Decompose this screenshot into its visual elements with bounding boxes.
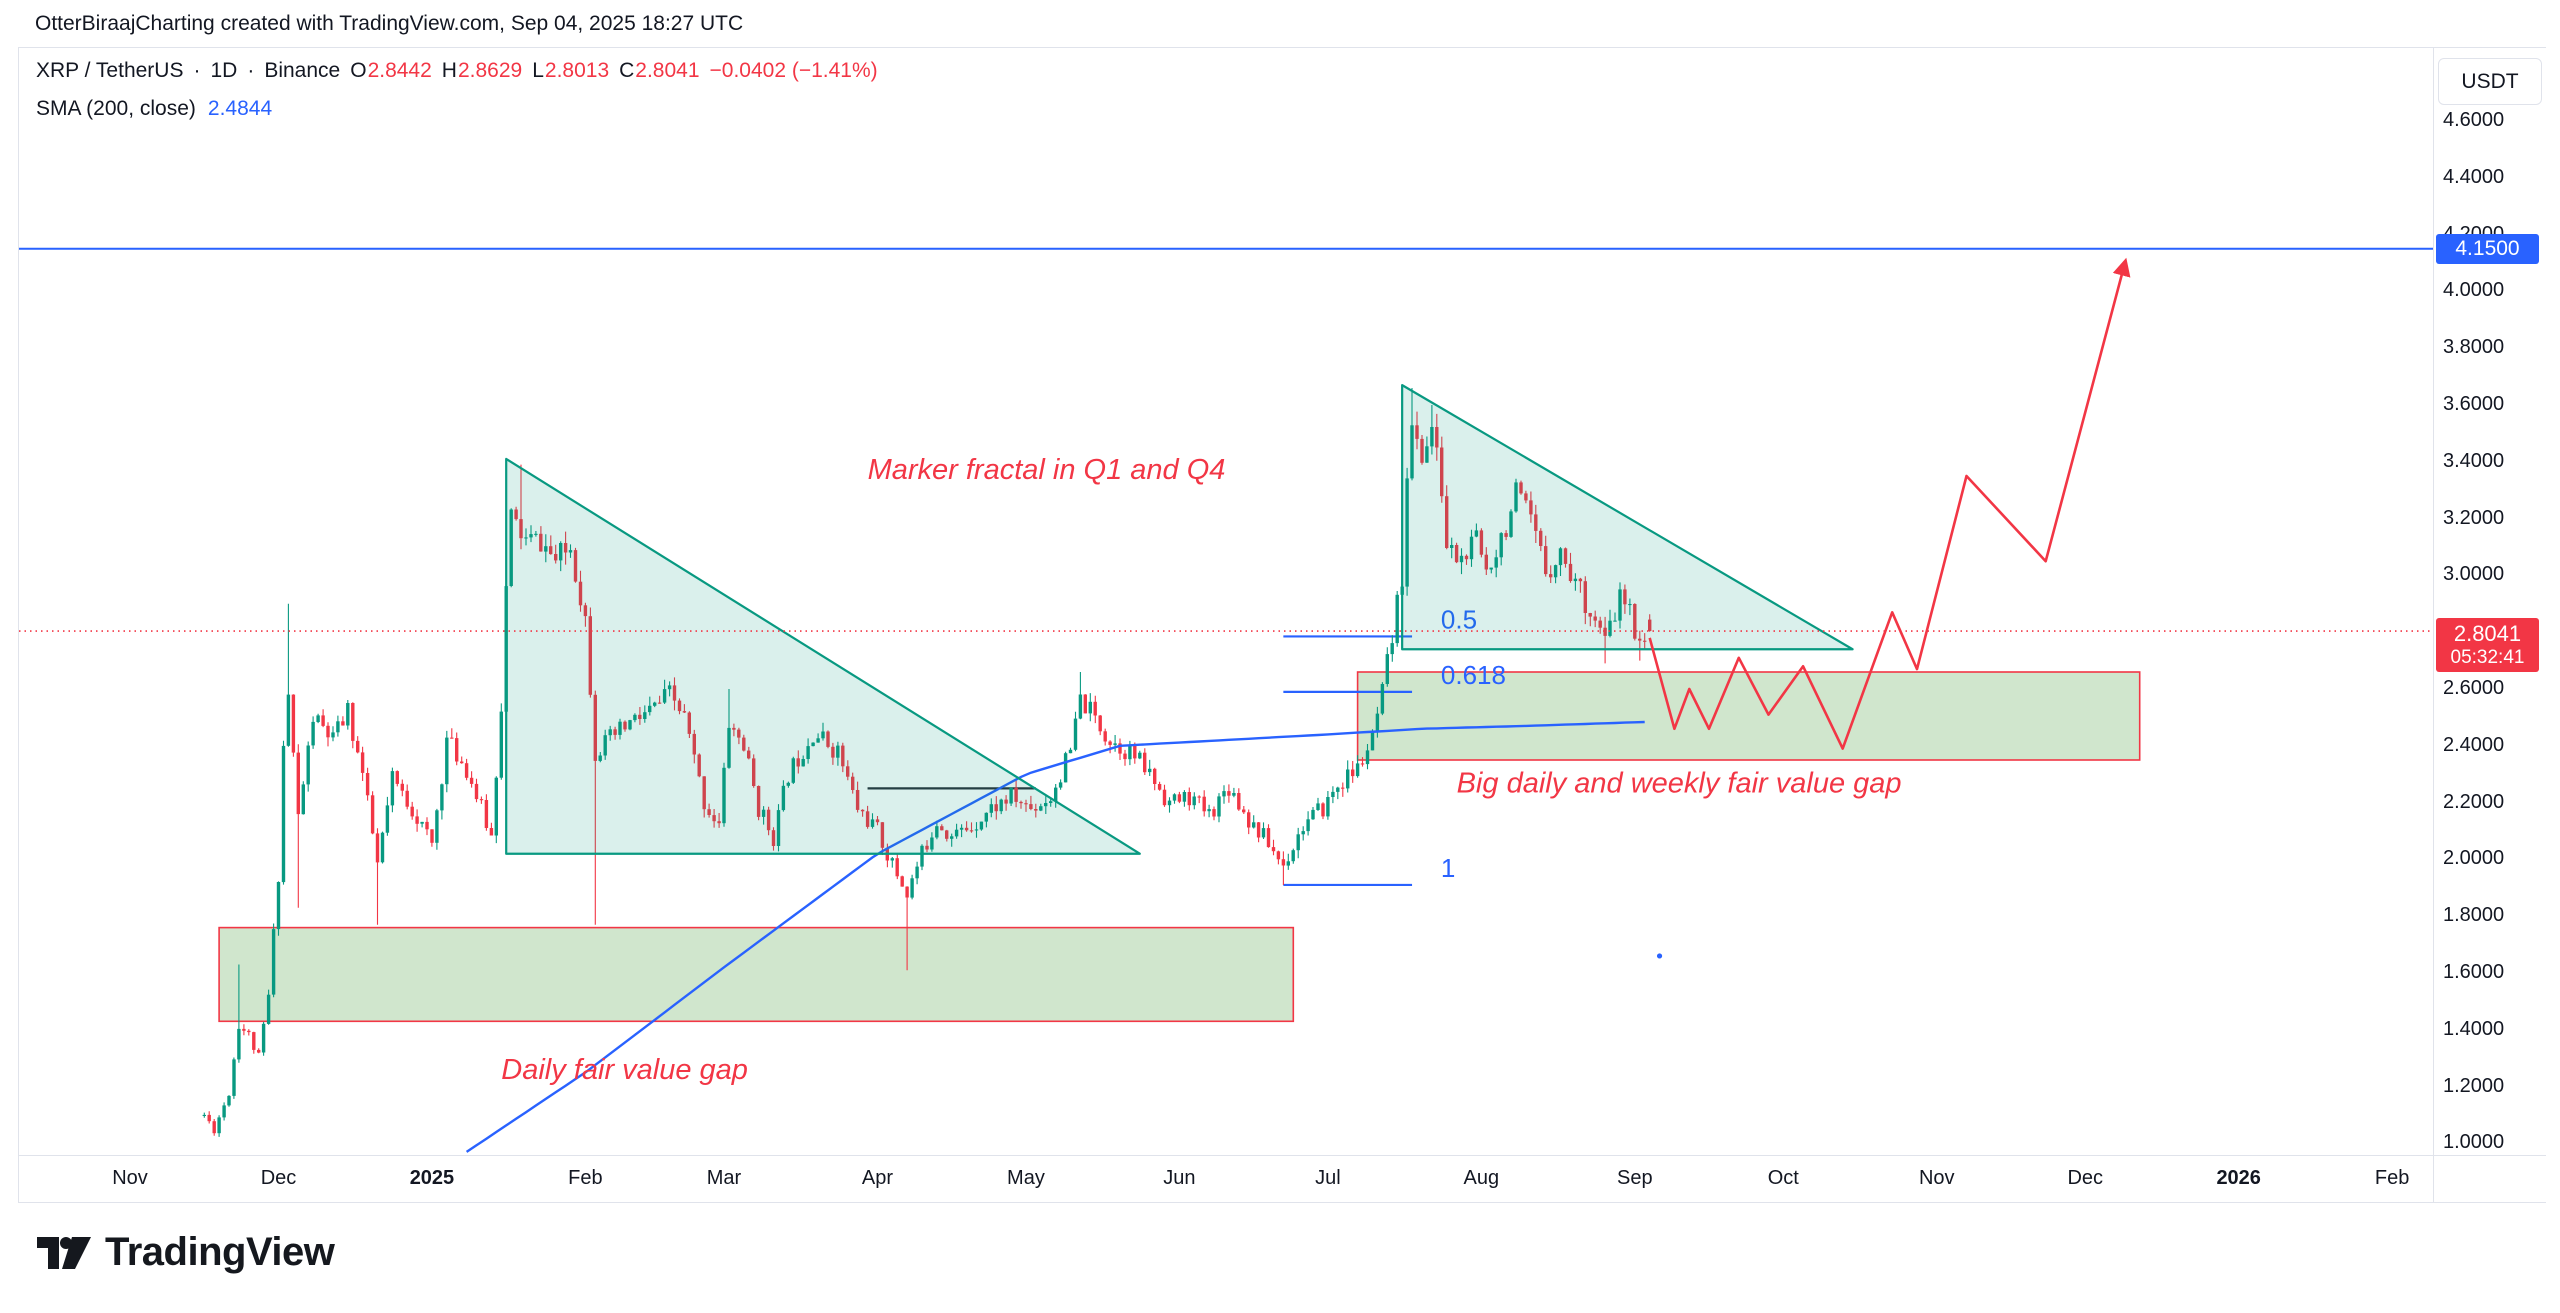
last-price-badge: 2.8041 05:32:41 xyxy=(2436,618,2539,672)
price-tick-label: 1.8000 xyxy=(2443,904,2505,927)
time-tick-label: Sep xyxy=(1617,1167,1653,1189)
price-tick-label: 3.0000 xyxy=(2443,563,2505,586)
time-tick-label: Feb xyxy=(2374,1167,2410,1189)
last-price-value: 2.8041 xyxy=(2453,621,2522,647)
price-tick-label: 4.4000 xyxy=(2443,165,2505,188)
sma-indicator-value: 2.4844 xyxy=(207,97,273,120)
svg-text:Marker fractal in Q1 and Q4: Marker fractal in Q1 and Q4 xyxy=(868,454,1226,486)
low-value: L 2.8013 xyxy=(532,59,610,82)
time-tick-label: May xyxy=(1007,1167,1045,1189)
svg-text:Big daily and weekly fair valu: Big daily and weekly fair value gap xyxy=(1457,768,1902,800)
axis-corner xyxy=(2433,1155,2546,1202)
legend-separator: · xyxy=(193,59,201,82)
svg-text:1: 1 xyxy=(1441,853,1455,883)
time-tick-label: Mar xyxy=(706,1167,742,1189)
horizontal-line-price-badge: 4.1500 xyxy=(2436,234,2539,264)
tradingview-icon xyxy=(37,1236,91,1269)
price-tick-label: 1.4000 xyxy=(2443,1017,2505,1040)
time-tick-label: Aug xyxy=(1463,1167,1500,1189)
time-tick-label: Nov xyxy=(1918,1167,1955,1189)
price-tick-label: 3.8000 xyxy=(2443,336,2505,359)
bar-countdown: 05:32:41 xyxy=(2450,646,2525,668)
chart-canvas[interactable]: 0.5 0.618 1 Marker fractal in Q1 and Q4 Big … xyxy=(19,48,2433,1155)
price-tick-label: 2.0000 xyxy=(2443,847,2505,870)
price-tick-label: 4.6000 xyxy=(2443,109,2505,131)
attribution-text: OtterBiraajCharting created with Trading… xyxy=(35,12,744,35)
time-tick-label: Oct xyxy=(1767,1167,1799,1189)
close-value: C 2.8041 xyxy=(619,59,700,82)
exchange-label: Binance xyxy=(264,59,341,82)
price-tick-label: 4.0000 xyxy=(2443,279,2505,302)
price-tick-label: 2.6000 xyxy=(2443,677,2505,699)
symbol-title[interactable]: XRP / TetherUS xyxy=(36,59,184,82)
price-tick-label: 3.2000 xyxy=(2443,506,2505,529)
sma-indicator-legend[interactable]: SMA (200, close) 2.4844 xyxy=(36,97,272,121)
price-tick-label: 1.0000 xyxy=(2443,1131,2505,1154)
high-value: H 2.8629 xyxy=(441,59,523,82)
time-tick-label: Dec xyxy=(2067,1167,2104,1189)
time-tick-label: Jun xyxy=(1163,1167,1196,1189)
fib-retracement[interactable]: 0.5 0.618 1 xyxy=(1283,604,1506,887)
time-tick-label: Feb xyxy=(568,1167,603,1189)
sma-200-line[interactable] xyxy=(465,720,1645,1153)
change-value: −0.0402 (−1.41%) xyxy=(709,59,878,82)
currency-toggle-button[interactable]: USDT xyxy=(2438,58,2542,105)
price-tick-label: 1.6000 xyxy=(2443,961,2505,983)
price-tick-label: 1.2000 xyxy=(2443,1074,2505,1097)
chart-card: 0.5 0.618 1 Marker fractal in Q1 and Q4 Big … xyxy=(18,47,2546,1203)
text-annotations[interactable]: Marker fractal in Q1 and Q4 Big daily and… xyxy=(501,454,1901,1086)
price-tick-label: 2.4000 xyxy=(2443,733,2505,756)
time-tick-label: Dec xyxy=(260,1167,297,1189)
time-tick-label: Apr xyxy=(861,1167,893,1189)
tradingview-logo[interactable]: TradingView xyxy=(36,1230,335,1275)
chart-pane[interactable]: 0.5 0.618 1 Marker fractal in Q1 and Q4 Big … xyxy=(19,48,2433,1155)
fractal-triangles[interactable] xyxy=(505,384,1854,855)
time-tick-label: Jul xyxy=(1315,1167,1341,1189)
time-tick-label: 2026 xyxy=(2216,1167,2261,1189)
price-axis[interactable]: USDT 4.60004.40004.20004.00003.80003.600… xyxy=(2433,48,2546,1155)
price-tick-label: 3.4000 xyxy=(2443,449,2505,472)
tradingview-wordmark: TradingView xyxy=(105,1230,335,1274)
open-value: O 2.8442 xyxy=(350,59,432,82)
price-tick-label: 2.2000 xyxy=(2443,790,2505,813)
time-tick-label: 2025 xyxy=(409,1167,455,1189)
sma-indicator-name[interactable]: SMA (200, close) xyxy=(36,97,196,120)
projection-zigzag-arrow[interactable] xyxy=(1648,257,2131,750)
svg-text:Daily fair value gap: Daily fair value gap xyxy=(501,1054,748,1086)
svg-text:0.618: 0.618 xyxy=(1441,660,1506,690)
time-tick-label: Nov xyxy=(112,1167,148,1189)
legend-separator: · xyxy=(247,59,255,82)
svg-text:0.5: 0.5 xyxy=(1441,604,1477,634)
time-axis[interactable]: Nov Dec 2025 Feb Mar Apr May Jun Jul Aug Sep Oct Nov… xyxy=(19,1155,2433,1202)
interval-label[interactable]: 1D xyxy=(210,59,238,82)
price-tick-label: 3.6000 xyxy=(2443,393,2505,415)
stray-dot-drawing[interactable] xyxy=(1656,953,1663,959)
